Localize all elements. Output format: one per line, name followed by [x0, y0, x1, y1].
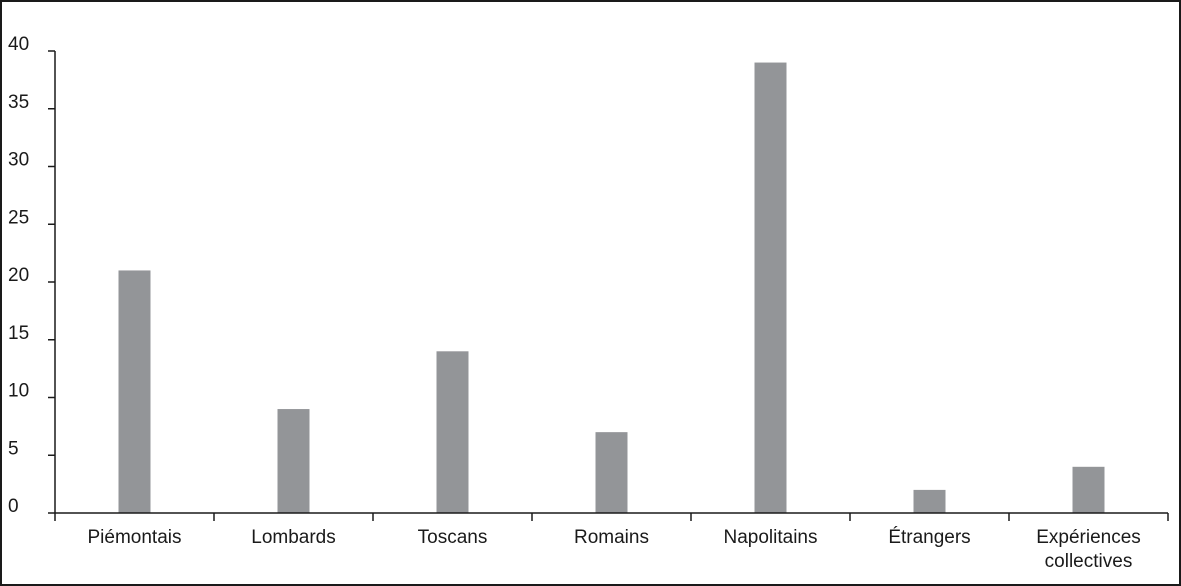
bars — [118, 62, 1105, 514]
y-tick-label: 10 — [8, 381, 29, 402]
bar — [436, 351, 469, 513]
x-tick-label: Toscans — [418, 527, 488, 548]
x-tick-label: Napolitains — [724, 527, 818, 548]
x-tick-label: Piémontais — [88, 527, 182, 548]
y-tick-label: 15 — [8, 323, 29, 344]
x-tick-label: Expériences collectives — [1036, 527, 1141, 572]
y-tick-label: 5 — [8, 438, 19, 459]
x-tick-label: Lombards — [251, 527, 336, 548]
bar — [754, 62, 787, 514]
y-tick-label: 30 — [8, 150, 29, 171]
bar — [595, 432, 628, 513]
y-tick-label: 20 — [8, 265, 29, 286]
y-tick-label: 0 — [8, 496, 19, 517]
x-tick-label: Romains — [574, 527, 649, 548]
x-axis: Piémontais Lombards Toscans Romains Napolita… — [54, 512, 1169, 572]
y-tick-label: 40 — [8, 34, 29, 55]
y-tick-label: 25 — [8, 207, 29, 228]
x-tick-label: Étrangers — [888, 527, 970, 548]
bar — [1072, 466, 1105, 513]
bar — [118, 270, 151, 513]
bar — [913, 489, 946, 513]
bar — [277, 409, 310, 513]
y-tick-label: 35 — [8, 92, 29, 113]
y-axis: 0 5 10 15 20 25 30 35 40 — [8, 34, 56, 517]
